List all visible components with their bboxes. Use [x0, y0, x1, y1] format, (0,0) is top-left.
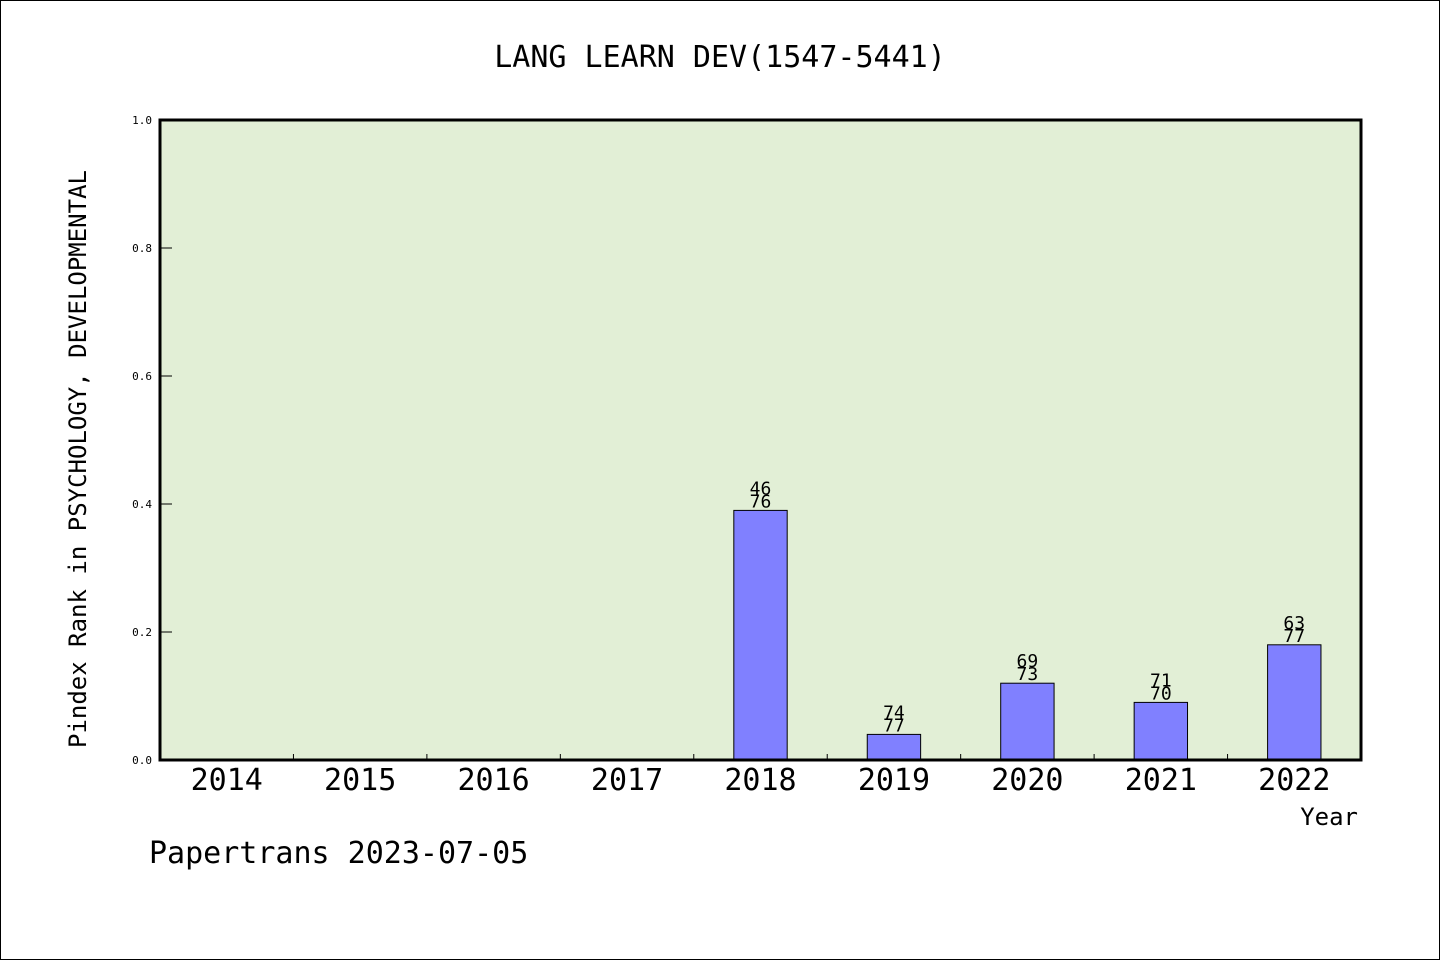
data-label-rank: 71	[1150, 670, 1172, 691]
data-label-total: 70	[1150, 683, 1172, 704]
data-label-rank: 46	[750, 478, 772, 499]
y-axis-label: Pindex Rank in PSYCHOLOGY, DEVELOPMENTAL	[64, 170, 92, 748]
y-axis-ticks: 0.0 0.2 0.4 0.6 0.8 1.0	[132, 114, 172, 767]
data-label-rank: 63	[1283, 613, 1305, 634]
x-axis-label: Year	[1300, 803, 1358, 831]
x-axis-ticks: 2014 2015 2016 2017 2018 2019 2020 2021 2022	[191, 754, 1330, 798]
data-label-rank: 69	[1017, 651, 1039, 672]
x-tick-label: 2022	[1258, 763, 1330, 798]
bar-2018	[733, 509, 788, 761]
x-tick-label: 2018	[724, 763, 796, 798]
y-tick-label: 0.0	[132, 754, 152, 767]
plot-border	[158, 118, 1363, 762]
y-tick-label: 0.8	[132, 242, 152, 255]
data-label-total: 77	[1283, 626, 1305, 647]
x-tick-label: 2014	[191, 763, 263, 798]
data-label-total: 76	[750, 491, 772, 512]
data-label-total: 73	[1017, 664, 1039, 685]
y-tick-label: 0.2	[132, 626, 152, 639]
x-tick-label: 2020	[991, 763, 1063, 798]
x-tick-label: 2021	[1125, 763, 1197, 798]
chart-title: LANG LEARN DEV(1547-5441)	[494, 40, 946, 75]
bar-2022	[1267, 644, 1322, 761]
data-label-rank: 74	[883, 702, 905, 723]
y-tick-label: 0.6	[132, 370, 152, 383]
bar-2021	[1133, 701, 1189, 761]
footer-credit: Papertrans 2023-07-05	[149, 836, 528, 871]
bar-2020	[1000, 682, 1055, 761]
data-label-total: 77	[883, 715, 905, 736]
x-tick-label: 2016	[457, 763, 529, 798]
x-tick-label: 2017	[591, 763, 663, 798]
bar-2019	[866, 733, 922, 761]
x-tick-label: 2015	[324, 763, 396, 798]
y-tick-label: 0.4	[132, 498, 152, 511]
x-tick-label: 2019	[858, 763, 930, 798]
bar-series	[733, 509, 1322, 761]
y-tick-label: 1.0	[132, 114, 152, 127]
